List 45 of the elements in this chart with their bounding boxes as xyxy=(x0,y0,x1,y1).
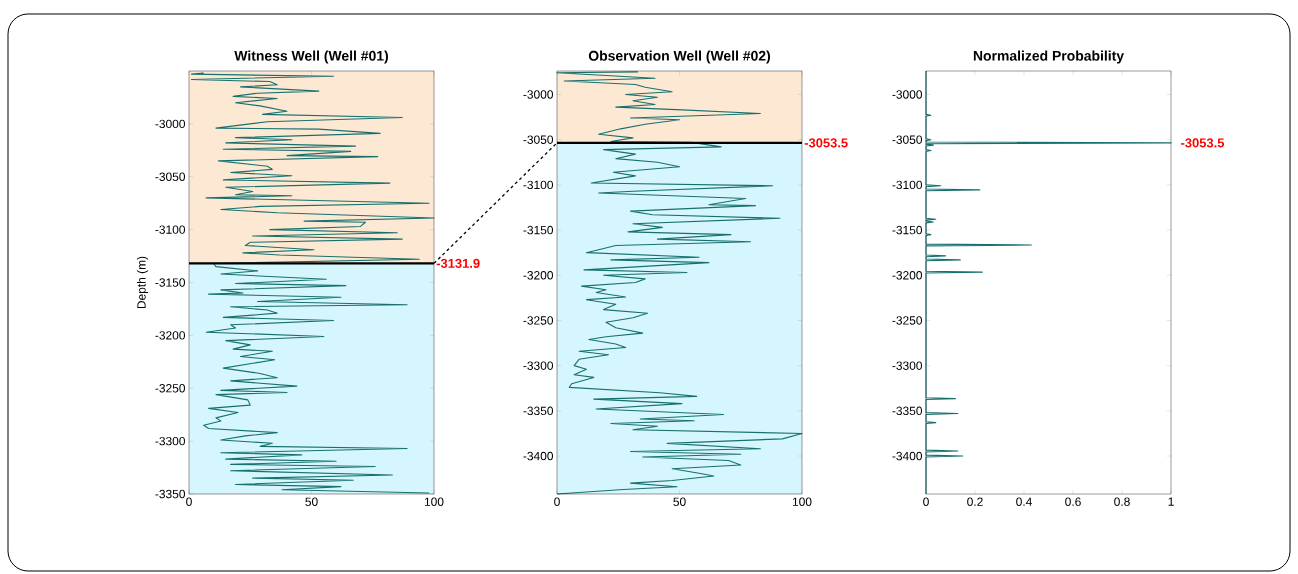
ref-line-label: -3131.9 xyxy=(436,258,480,268)
x-tick-label: 50 xyxy=(673,497,686,506)
y-tick-label: -3000 xyxy=(155,119,186,129)
x-tick-label: 0.6 xyxy=(1065,497,1081,506)
y-tick-label: -3400 xyxy=(892,451,923,461)
x-tick-label: 0.8 xyxy=(1114,497,1130,506)
chart-title: Witness Well (Well #01) xyxy=(234,50,388,64)
y-tick-label: -3250 xyxy=(523,316,554,325)
y-tick-label: -3100 xyxy=(523,180,554,190)
y-tick-label: -3300 xyxy=(155,436,186,446)
x-tick-label: 0 xyxy=(186,497,192,506)
y-tick-label: -3000 xyxy=(523,90,554,99)
y-tick-label: -3350 xyxy=(155,489,186,499)
chart-title: Normalized Probability xyxy=(973,50,1124,64)
y-tick-label: -3400 xyxy=(523,451,554,461)
chart-title: Observation Well (Well #02) xyxy=(588,50,771,64)
x-tick-label: 0.2 xyxy=(967,497,983,506)
x-tick-label: 0.4 xyxy=(1016,497,1032,506)
y-tick-label: -3300 xyxy=(892,361,923,370)
x-tick-label: 0 xyxy=(923,497,929,506)
y-tick-label: -3050 xyxy=(523,135,554,144)
y-tick-label: -3200 xyxy=(523,271,554,280)
y-tick-label: -3150 xyxy=(892,225,923,235)
x-tick-label: 100 xyxy=(424,497,444,506)
y-tick-label: -3100 xyxy=(892,180,923,190)
y-tick-label: -3150 xyxy=(155,278,186,287)
y-tick-label: -3200 xyxy=(892,271,923,280)
y-tick-label: -3050 xyxy=(155,172,186,181)
y-tick-label: -3050 xyxy=(892,135,923,144)
y-tick-label: -3250 xyxy=(892,316,923,325)
x-tick-label: 1 xyxy=(1168,497,1174,506)
y-tick-label: -3100 xyxy=(155,225,186,234)
y-axis-title: Depth (m) xyxy=(136,256,149,309)
y-tick-label: -3300 xyxy=(523,361,554,370)
y-tick-label: -3200 xyxy=(155,331,186,340)
x-tick-label: 0 xyxy=(554,497,560,506)
y-tick-label: -3350 xyxy=(523,406,554,416)
x-tick-label: 50 xyxy=(305,497,318,506)
ref-line-label: -3053.5 xyxy=(804,138,848,148)
y-tick-label: -3350 xyxy=(892,406,923,416)
x-tick-label: 100 xyxy=(792,497,812,506)
y-tick-label: -3000 xyxy=(892,90,923,99)
annotation: -3053.5 xyxy=(1181,138,1225,148)
y-tick-label: -3150 xyxy=(523,225,554,235)
y-tick-label: -3250 xyxy=(155,384,186,393)
